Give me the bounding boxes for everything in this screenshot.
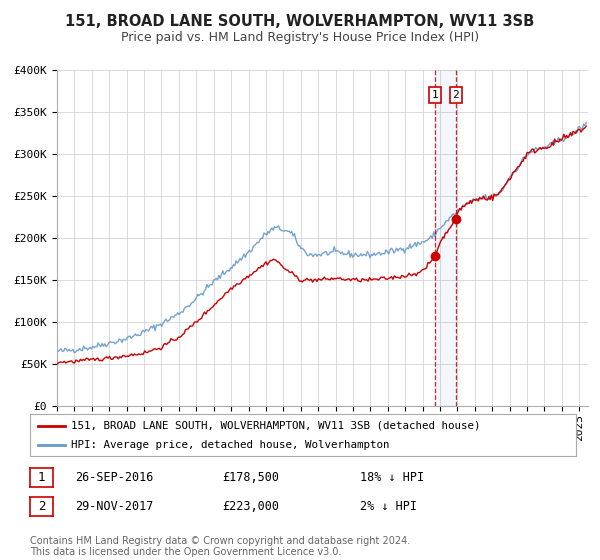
Text: 18% ↓ HPI: 18% ↓ HPI <box>360 470 424 484</box>
Text: 29-NOV-2017: 29-NOV-2017 <box>75 500 154 514</box>
Text: 2% ↓ HPI: 2% ↓ HPI <box>360 500 417 514</box>
Text: 151, BROAD LANE SOUTH, WOLVERHAMPTON, WV11 3SB: 151, BROAD LANE SOUTH, WOLVERHAMPTON, WV… <box>65 14 535 29</box>
Text: 151, BROAD LANE SOUTH, WOLVERHAMPTON, WV11 3SB (detached house): 151, BROAD LANE SOUTH, WOLVERHAMPTON, WV… <box>71 421 481 431</box>
Text: 26-SEP-2016: 26-SEP-2016 <box>75 470 154 484</box>
Text: £223,000: £223,000 <box>222 500 279 514</box>
Bar <box>436 70 456 406</box>
Text: HPI: Average price, detached house, Wolverhampton: HPI: Average price, detached house, Wolv… <box>71 440 389 450</box>
Text: 1: 1 <box>432 90 439 100</box>
Text: 2: 2 <box>452 90 459 100</box>
Text: 2: 2 <box>38 500 45 514</box>
Text: 1: 1 <box>38 470 45 484</box>
Text: Contains HM Land Registry data © Crown copyright and database right 2024.
This d: Contains HM Land Registry data © Crown c… <box>30 535 410 557</box>
Text: Price paid vs. HM Land Registry's House Price Index (HPI): Price paid vs. HM Land Registry's House … <box>121 31 479 44</box>
Text: £178,500: £178,500 <box>222 470 279 484</box>
